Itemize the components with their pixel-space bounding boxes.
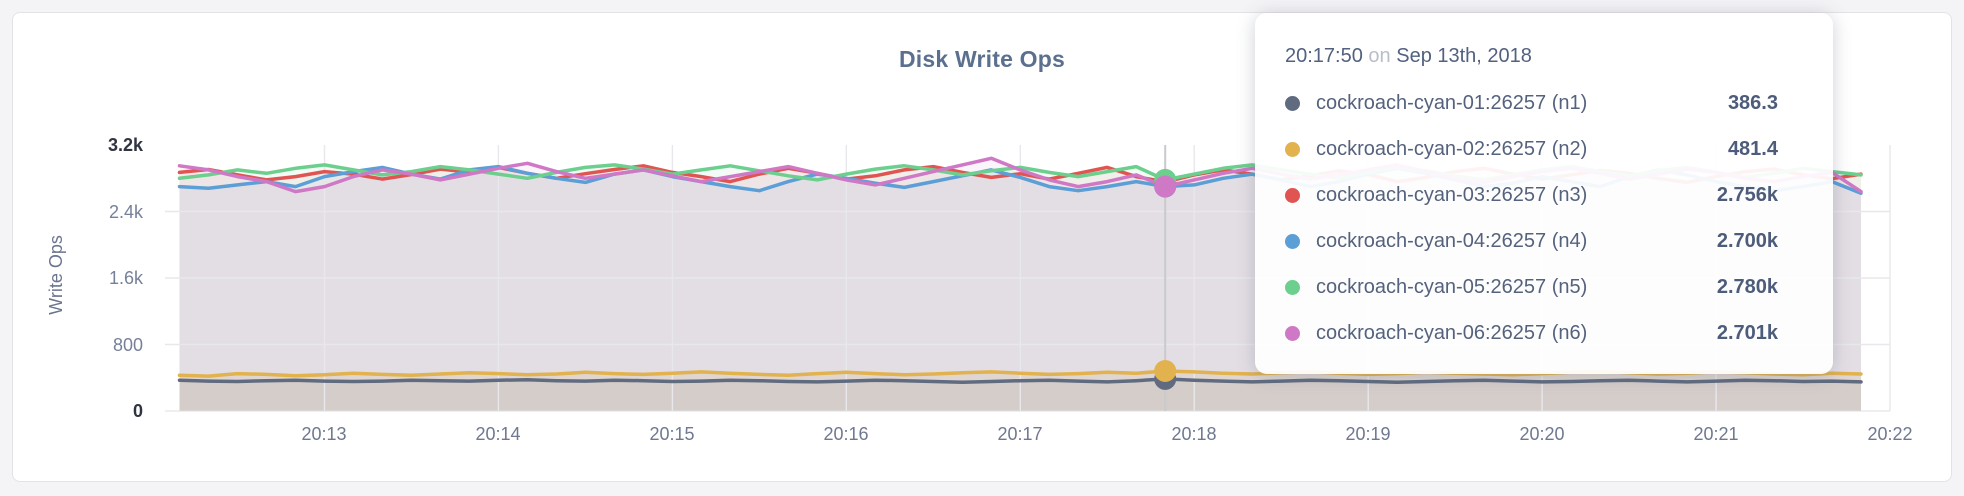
- tooltip-series-name: cockroach-cyan-05:26257 (n5): [1316, 275, 1588, 298]
- tooltip-series-name: cockroach-cyan-04:26257 (n4): [1316, 229, 1588, 252]
- tooltip-on-word: on: [1368, 45, 1391, 67]
- tooltip-series-value: 2.700k: [1716, 229, 1778, 252]
- y-tick-label: 800: [112, 335, 143, 355]
- series-dot-icon: [1285, 187, 1300, 203]
- x-tick-label: 20:13: [301, 424, 347, 444]
- hover-dots: [1154, 168, 1177, 390]
- tooltip-series-value: 2.756k: [1716, 183, 1778, 206]
- series-dot-icon: [1285, 233, 1300, 249]
- x-tick-label: 20:16: [823, 424, 869, 444]
- tooltip-time: 20:17:50: [1285, 45, 1363, 67]
- x-tick-label: 20:18: [1171, 424, 1217, 444]
- tooltip-series-row: cockroach-cyan-05:26257 (n5) 2.780k: [1285, 264, 1778, 310]
- tooltip-date: Sep 13th, 2018: [1396, 45, 1532, 67]
- tooltip-series-value: 386.3: [1727, 91, 1778, 114]
- y-axis-label: Write Ops: [46, 235, 66, 315]
- tooltip-header: 20:17:50 on Sep 13th, 2018: [1285, 45, 1778, 68]
- tooltip-series-value: 481.4: [1727, 137, 1778, 160]
- chart-tooltip: 20:17:50 on Sep 13th, 2018 cockroach-cya…: [1255, 13, 1833, 374]
- tooltip-rows: cockroach-cyan-01:26257 (n1) 386.3 cockroa…: [1285, 80, 1778, 356]
- tooltip-series-row: cockroach-cyan-03:26257 (n3) 2.756k: [1285, 172, 1778, 218]
- x-tick-label: 20:14: [475, 424, 521, 444]
- x-tick-label: 20:17: [997, 424, 1043, 444]
- y-tick-label: 3.2k: [107, 135, 143, 155]
- tooltip-series-value: 2.780k: [1716, 275, 1778, 298]
- x-tick-label: 20:22: [1867, 424, 1913, 444]
- tooltip-series-name: cockroach-cyan-02:26257 (n2): [1316, 137, 1588, 160]
- tooltip-series-row: cockroach-cyan-02:26257 (n2) 481.4: [1285, 126, 1778, 172]
- series-dot-icon: [1285, 279, 1300, 295]
- x-tick-label: 20:19: [1345, 424, 1391, 444]
- series-dot-icon: [1285, 325, 1300, 341]
- hover-dot-n6: [1154, 175, 1177, 198]
- y-tick-label: 0: [132, 401, 143, 421]
- series-dot-icon: [1285, 95, 1300, 111]
- tooltip-series-row: cockroach-cyan-04:26257 (n4) 2.700k: [1285, 218, 1778, 264]
- tooltip-series-name: cockroach-cyan-06:26257 (n6): [1316, 321, 1588, 344]
- x-tick-label: 20:15: [649, 424, 695, 444]
- tooltip-series-row: cockroach-cyan-01:26257 (n1) 386.3: [1285, 80, 1778, 126]
- y-tick-label: 1.6k: [108, 268, 143, 288]
- tooltip-series-row: cockroach-cyan-06:26257 (n6) 2.701k: [1285, 310, 1778, 356]
- hover-dot-n2: [1154, 360, 1177, 382]
- x-tick-label: 20:21: [1693, 424, 1739, 444]
- x-tick-label: 20:20: [1519, 424, 1565, 444]
- tooltip-series-value: 2.701k: [1716, 321, 1778, 344]
- y-tick-label: 2.4k: [108, 202, 143, 222]
- series-line-n1[interactable]: [177, 377, 1863, 385]
- tooltip-series-name: cockroach-cyan-01:26257 (n1): [1316, 91, 1588, 114]
- series-dot-icon: [1285, 141, 1300, 157]
- chart-title: Disk Write Ops: [899, 46, 1065, 72]
- tooltip-series-name: cockroach-cyan-03:26257 (n3): [1316, 183, 1588, 206]
